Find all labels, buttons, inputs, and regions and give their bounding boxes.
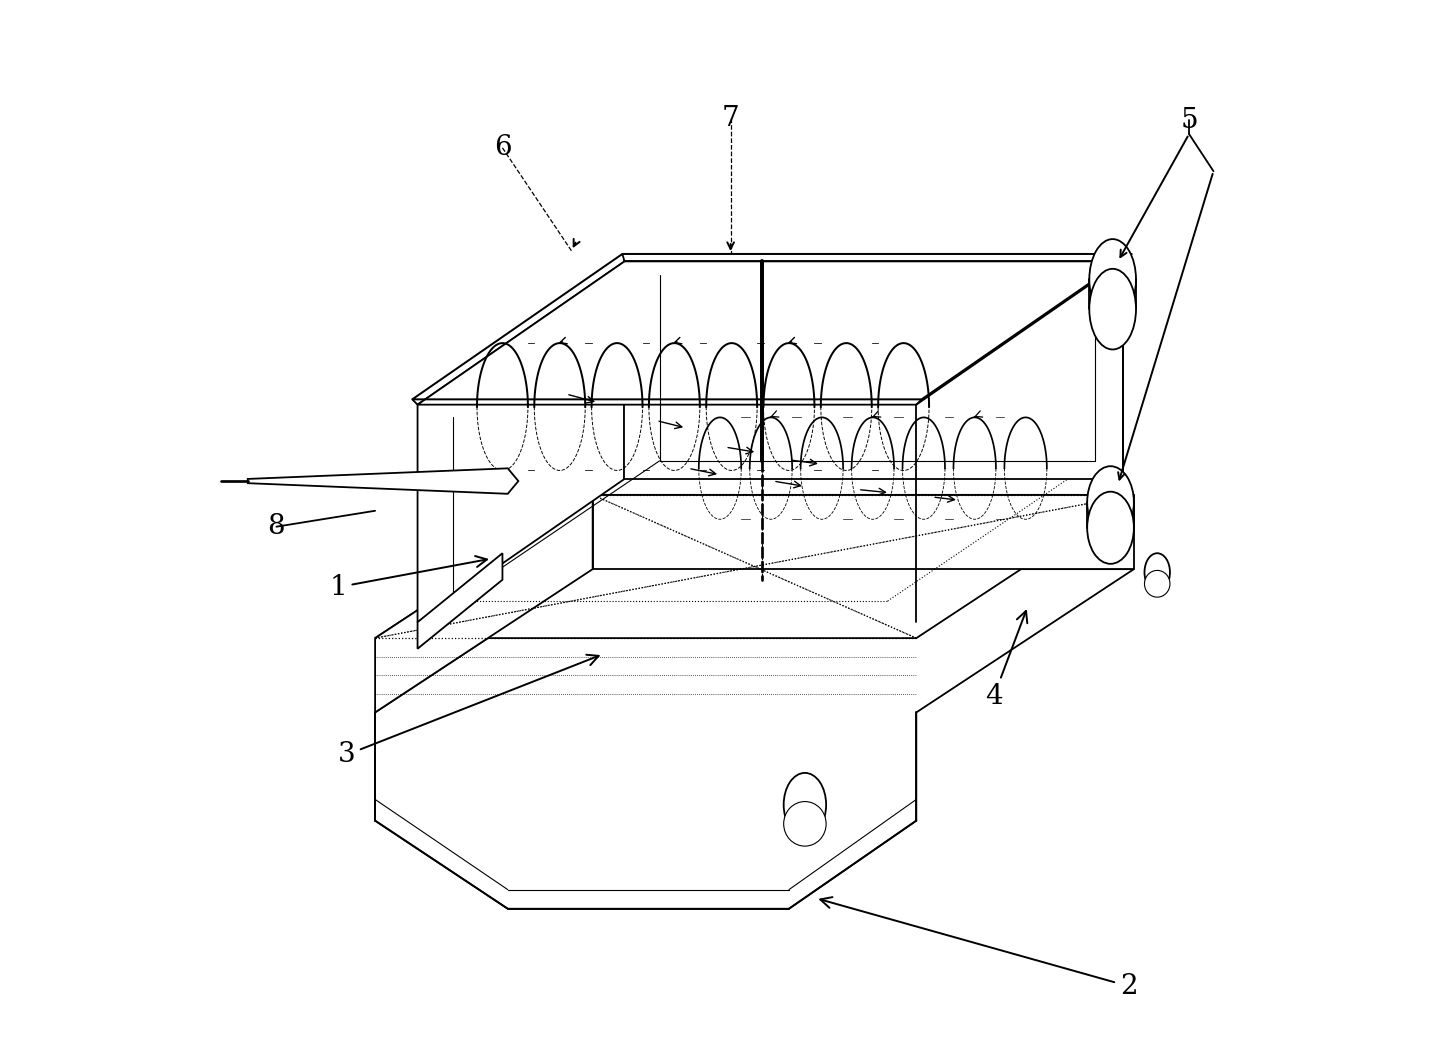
Polygon shape [418, 262, 1123, 404]
Polygon shape [418, 553, 503, 649]
Ellipse shape [1087, 492, 1133, 564]
Polygon shape [374, 495, 1133, 638]
Ellipse shape [783, 772, 827, 836]
Polygon shape [593, 495, 1133, 569]
Ellipse shape [783, 801, 827, 846]
Text: 5: 5 [1181, 106, 1198, 134]
Text: 7: 7 [721, 104, 740, 132]
Polygon shape [625, 262, 1123, 479]
Text: 2: 2 [821, 897, 1138, 1000]
Ellipse shape [1145, 553, 1169, 592]
Text: 3: 3 [337, 654, 599, 768]
Text: 1: 1 [330, 556, 487, 601]
Ellipse shape [1089, 269, 1136, 349]
Text: 8: 8 [268, 513, 285, 541]
Ellipse shape [1145, 570, 1169, 597]
Polygon shape [374, 495, 593, 713]
Ellipse shape [1087, 466, 1133, 538]
Text: 4: 4 [985, 611, 1027, 710]
Polygon shape [248, 468, 518, 494]
Ellipse shape [1089, 239, 1136, 320]
Polygon shape [374, 569, 1133, 909]
Text: 6: 6 [494, 134, 511, 162]
Polygon shape [418, 262, 625, 622]
